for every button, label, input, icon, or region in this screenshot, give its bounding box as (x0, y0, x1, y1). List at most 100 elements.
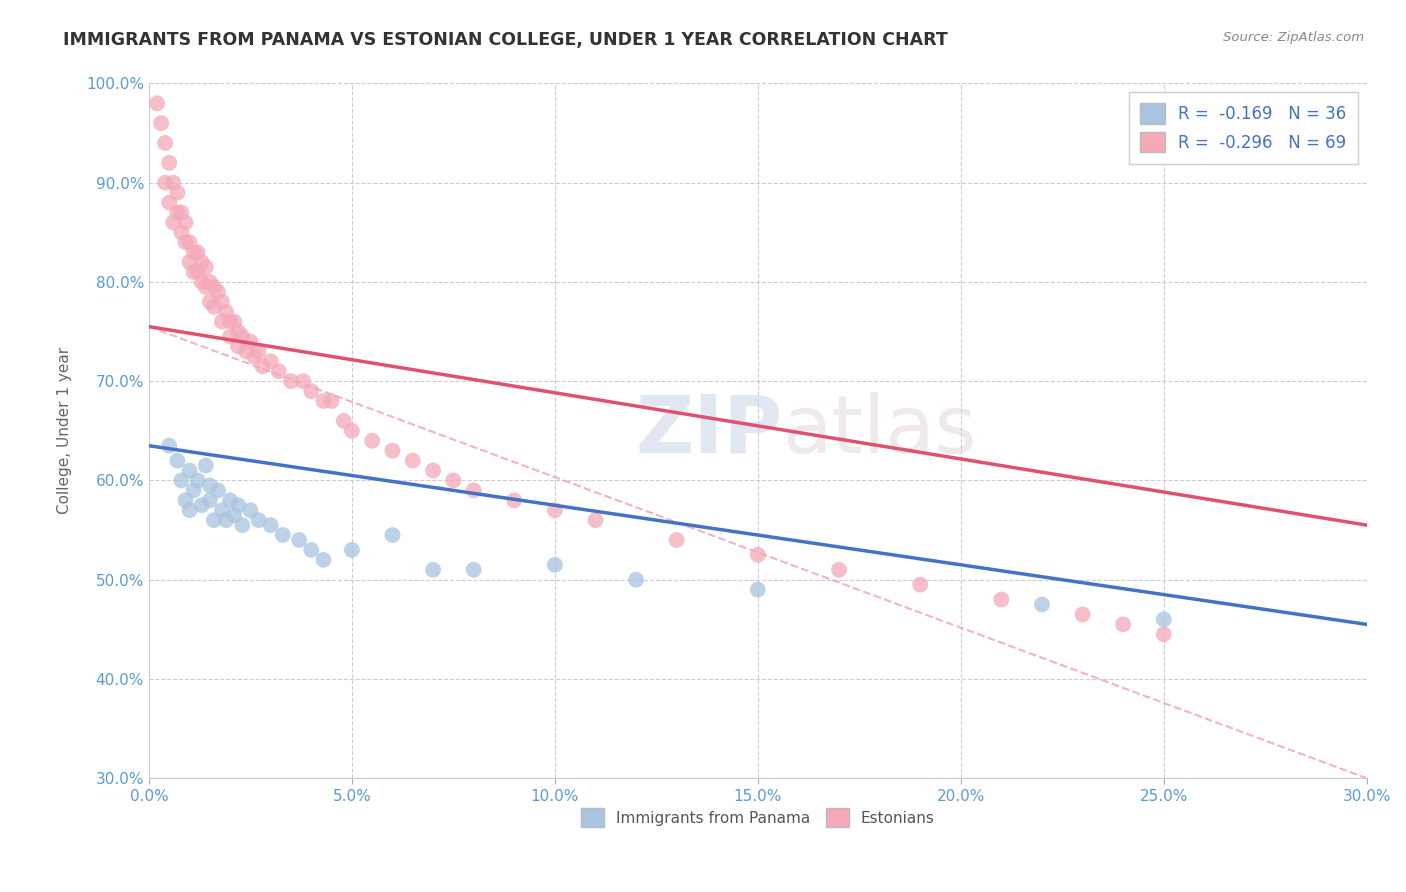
Point (463, 563, 485, 577)
Point (247, 513, 270, 527)
Point (198, 294, 221, 309)
Point (219, 493, 242, 508)
Point (166, 186, 188, 200)
Point (260, 354, 283, 368)
Point (503, 493, 526, 508)
Point (219, 315, 242, 329)
Point (260, 518, 283, 533)
Point (299, 543, 322, 558)
Point (321, 394, 343, 409)
Point (747, 582, 769, 597)
Text: atlas: atlas (782, 392, 977, 470)
Point (544, 558, 567, 572)
Point (183, 245, 205, 260)
Point (422, 563, 444, 577)
Point (267, 364, 290, 378)
Point (150, 116, 173, 130)
Point (183, 265, 205, 279)
Point (252, 359, 274, 374)
Point (198, 493, 221, 508)
Point (990, 592, 1012, 607)
Point (665, 533, 688, 547)
Point (183, 483, 205, 498)
Point (243, 350, 266, 364)
Point (312, 394, 335, 409)
Point (402, 453, 425, 467)
Point (361, 434, 384, 448)
Point (162, 176, 184, 190)
Point (187, 265, 209, 279)
Point (170, 474, 193, 488)
Point (340, 543, 363, 558)
Point (179, 503, 201, 517)
Point (381, 528, 404, 542)
Point (179, 235, 201, 250)
Point (828, 563, 851, 577)
Point (215, 304, 238, 318)
Point (207, 285, 229, 299)
Point (1153, 627, 1175, 641)
Point (226, 498, 249, 512)
Point (190, 275, 212, 289)
Point (333, 414, 356, 428)
Point (312, 553, 335, 567)
Point (544, 503, 567, 517)
Point (908, 577, 931, 591)
Text: IMMIGRANTS FROM PANAMA VS ESTONIAN COLLEGE, UNDER 1 YEAR CORRELATION CHART: IMMIGRANTS FROM PANAMA VS ESTONIAN COLLE… (63, 31, 948, 49)
Point (179, 464, 201, 478)
Point (340, 424, 363, 438)
Point (288, 533, 311, 547)
Point (202, 280, 225, 294)
Point (1071, 607, 1094, 622)
Point (211, 315, 233, 329)
Point (174, 493, 197, 508)
Point (224, 508, 246, 523)
Point (207, 483, 229, 498)
Point (422, 464, 444, 478)
Point (166, 453, 188, 467)
Point (247, 344, 270, 359)
Point (292, 374, 315, 388)
Point (174, 215, 197, 229)
Point (190, 498, 212, 512)
Legend: Immigrants from Panama, Estonians: Immigrants from Panama, Estonians (575, 802, 941, 833)
Point (585, 513, 607, 527)
Point (198, 478, 221, 492)
Point (299, 384, 322, 398)
Point (198, 275, 221, 289)
Point (235, 344, 257, 359)
Point (1112, 617, 1135, 632)
Point (219, 329, 242, 343)
Point (202, 300, 225, 314)
Point (153, 136, 176, 150)
Point (624, 573, 647, 587)
Point (239, 503, 262, 517)
Text: ZIP: ZIP (636, 392, 782, 470)
Point (146, 96, 169, 111)
Point (280, 374, 302, 388)
Point (747, 548, 769, 562)
Point (157, 439, 180, 453)
Text: Source: ZipAtlas.com: Source: ZipAtlas.com (1223, 31, 1364, 45)
Point (1031, 598, 1053, 612)
Point (441, 474, 464, 488)
Point (231, 329, 253, 343)
Point (170, 205, 193, 219)
Point (194, 280, 217, 294)
Y-axis label: College, Under 1 year: College, Under 1 year (58, 347, 72, 515)
Point (211, 294, 233, 309)
Point (231, 518, 253, 533)
Point (157, 156, 180, 170)
Point (174, 235, 197, 250)
Point (162, 215, 184, 229)
Point (190, 255, 212, 269)
Point (224, 315, 246, 329)
Point (166, 205, 188, 219)
Point (463, 483, 485, 498)
Point (202, 513, 225, 527)
Point (194, 458, 217, 473)
Point (170, 225, 193, 239)
Point (211, 503, 233, 517)
Point (153, 176, 176, 190)
Point (226, 339, 249, 353)
